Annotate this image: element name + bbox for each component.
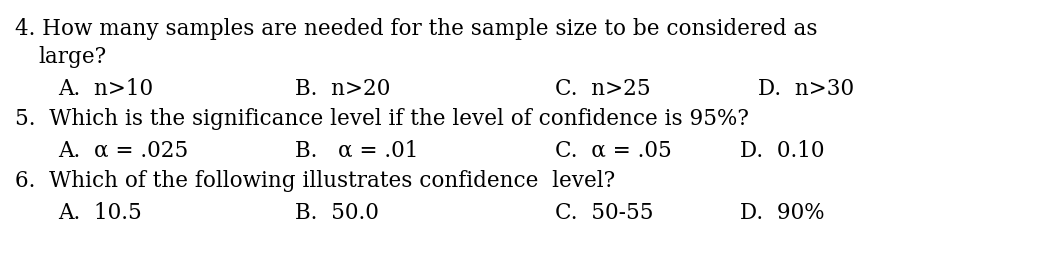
Text: B.  50.0: B. 50.0 — [295, 201, 379, 223]
Text: D.  90%: D. 90% — [740, 201, 824, 223]
Text: B.   α = .01: B. α = .01 — [295, 139, 418, 161]
Text: D.  n>30: D. n>30 — [758, 78, 854, 100]
Text: C.  50-55: C. 50-55 — [555, 201, 653, 223]
Text: 4. How many samples are needed for the sample size to be considered as: 4. How many samples are needed for the s… — [15, 18, 818, 40]
Text: 5.  Which is the significance level if the level of confidence is 95%?: 5. Which is the significance level if th… — [15, 108, 749, 130]
Text: 6.  Which of the following illustrates confidence  level?: 6. Which of the following illustrates co… — [15, 169, 615, 191]
Text: A.  10.5: A. 10.5 — [58, 201, 141, 223]
Text: A.  n>10: A. n>10 — [58, 78, 153, 100]
Text: C.  n>25: C. n>25 — [555, 78, 651, 100]
Text: C.  α = .05: C. α = .05 — [555, 139, 672, 161]
Text: B.  n>20: B. n>20 — [295, 78, 391, 100]
Text: D.  0.10: D. 0.10 — [740, 139, 824, 161]
Text: large?: large? — [38, 46, 106, 68]
Text: A.  α = .025: A. α = .025 — [58, 139, 188, 161]
